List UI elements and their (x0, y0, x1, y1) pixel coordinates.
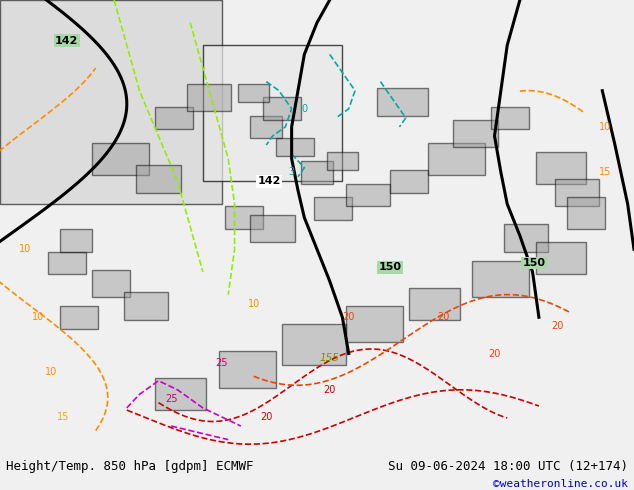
Text: 10: 10 (247, 299, 260, 309)
FancyBboxPatch shape (92, 143, 149, 174)
FancyBboxPatch shape (136, 166, 181, 193)
Text: 20: 20 (323, 385, 336, 395)
Text: 142: 142 (258, 176, 281, 186)
Text: 20: 20 (552, 321, 564, 331)
Text: 20: 20 (437, 312, 450, 322)
FancyBboxPatch shape (263, 98, 301, 120)
Text: 10: 10 (44, 367, 57, 377)
FancyBboxPatch shape (0, 0, 222, 204)
FancyBboxPatch shape (60, 229, 92, 251)
Text: ©weatheronline.co.uk: ©weatheronline.co.uk (493, 480, 628, 490)
FancyBboxPatch shape (250, 215, 295, 243)
FancyBboxPatch shape (155, 378, 206, 410)
Text: 10: 10 (599, 122, 612, 132)
Text: 142: 142 (55, 36, 78, 46)
Text: Su 09-06-2024 18:00 UTC (12+174): Su 09-06-2024 18:00 UTC (12+174) (387, 460, 628, 473)
FancyBboxPatch shape (567, 197, 605, 229)
FancyBboxPatch shape (377, 88, 428, 116)
Text: 155: 155 (320, 353, 340, 363)
Text: 3: 3 (288, 167, 295, 177)
Text: 20: 20 (342, 312, 355, 322)
FancyBboxPatch shape (48, 251, 86, 274)
FancyBboxPatch shape (536, 152, 586, 184)
FancyBboxPatch shape (346, 184, 390, 206)
Text: 20: 20 (488, 348, 501, 359)
FancyBboxPatch shape (346, 306, 403, 342)
FancyBboxPatch shape (124, 293, 168, 319)
FancyBboxPatch shape (301, 161, 333, 184)
Text: 25: 25 (165, 394, 178, 404)
FancyBboxPatch shape (453, 120, 498, 147)
FancyBboxPatch shape (327, 152, 358, 170)
FancyBboxPatch shape (238, 84, 269, 102)
Text: 15: 15 (57, 412, 70, 422)
FancyBboxPatch shape (225, 206, 263, 229)
FancyBboxPatch shape (555, 179, 599, 206)
Text: 150: 150 (378, 263, 401, 272)
FancyBboxPatch shape (472, 261, 529, 297)
Text: 0: 0 (301, 104, 307, 114)
FancyBboxPatch shape (276, 138, 314, 156)
FancyBboxPatch shape (282, 324, 346, 365)
FancyBboxPatch shape (250, 116, 282, 138)
Text: 150: 150 (522, 258, 545, 268)
FancyBboxPatch shape (428, 143, 485, 174)
FancyBboxPatch shape (491, 106, 529, 129)
FancyBboxPatch shape (60, 306, 98, 329)
Text: 10: 10 (32, 312, 44, 322)
Text: 10: 10 (19, 245, 32, 254)
FancyBboxPatch shape (536, 243, 586, 274)
Text: 15: 15 (599, 167, 612, 177)
Text: 20: 20 (260, 412, 273, 422)
FancyBboxPatch shape (155, 106, 193, 129)
FancyBboxPatch shape (504, 224, 548, 251)
FancyBboxPatch shape (92, 270, 130, 297)
Text: Height/Temp. 850 hPa [gdpm] ECMWF: Height/Temp. 850 hPa [gdpm] ECMWF (6, 460, 254, 473)
FancyBboxPatch shape (314, 197, 352, 220)
FancyBboxPatch shape (219, 351, 276, 388)
FancyBboxPatch shape (187, 84, 231, 111)
Text: 25: 25 (216, 358, 228, 368)
FancyBboxPatch shape (409, 288, 460, 319)
FancyBboxPatch shape (203, 46, 342, 181)
FancyBboxPatch shape (390, 170, 428, 193)
